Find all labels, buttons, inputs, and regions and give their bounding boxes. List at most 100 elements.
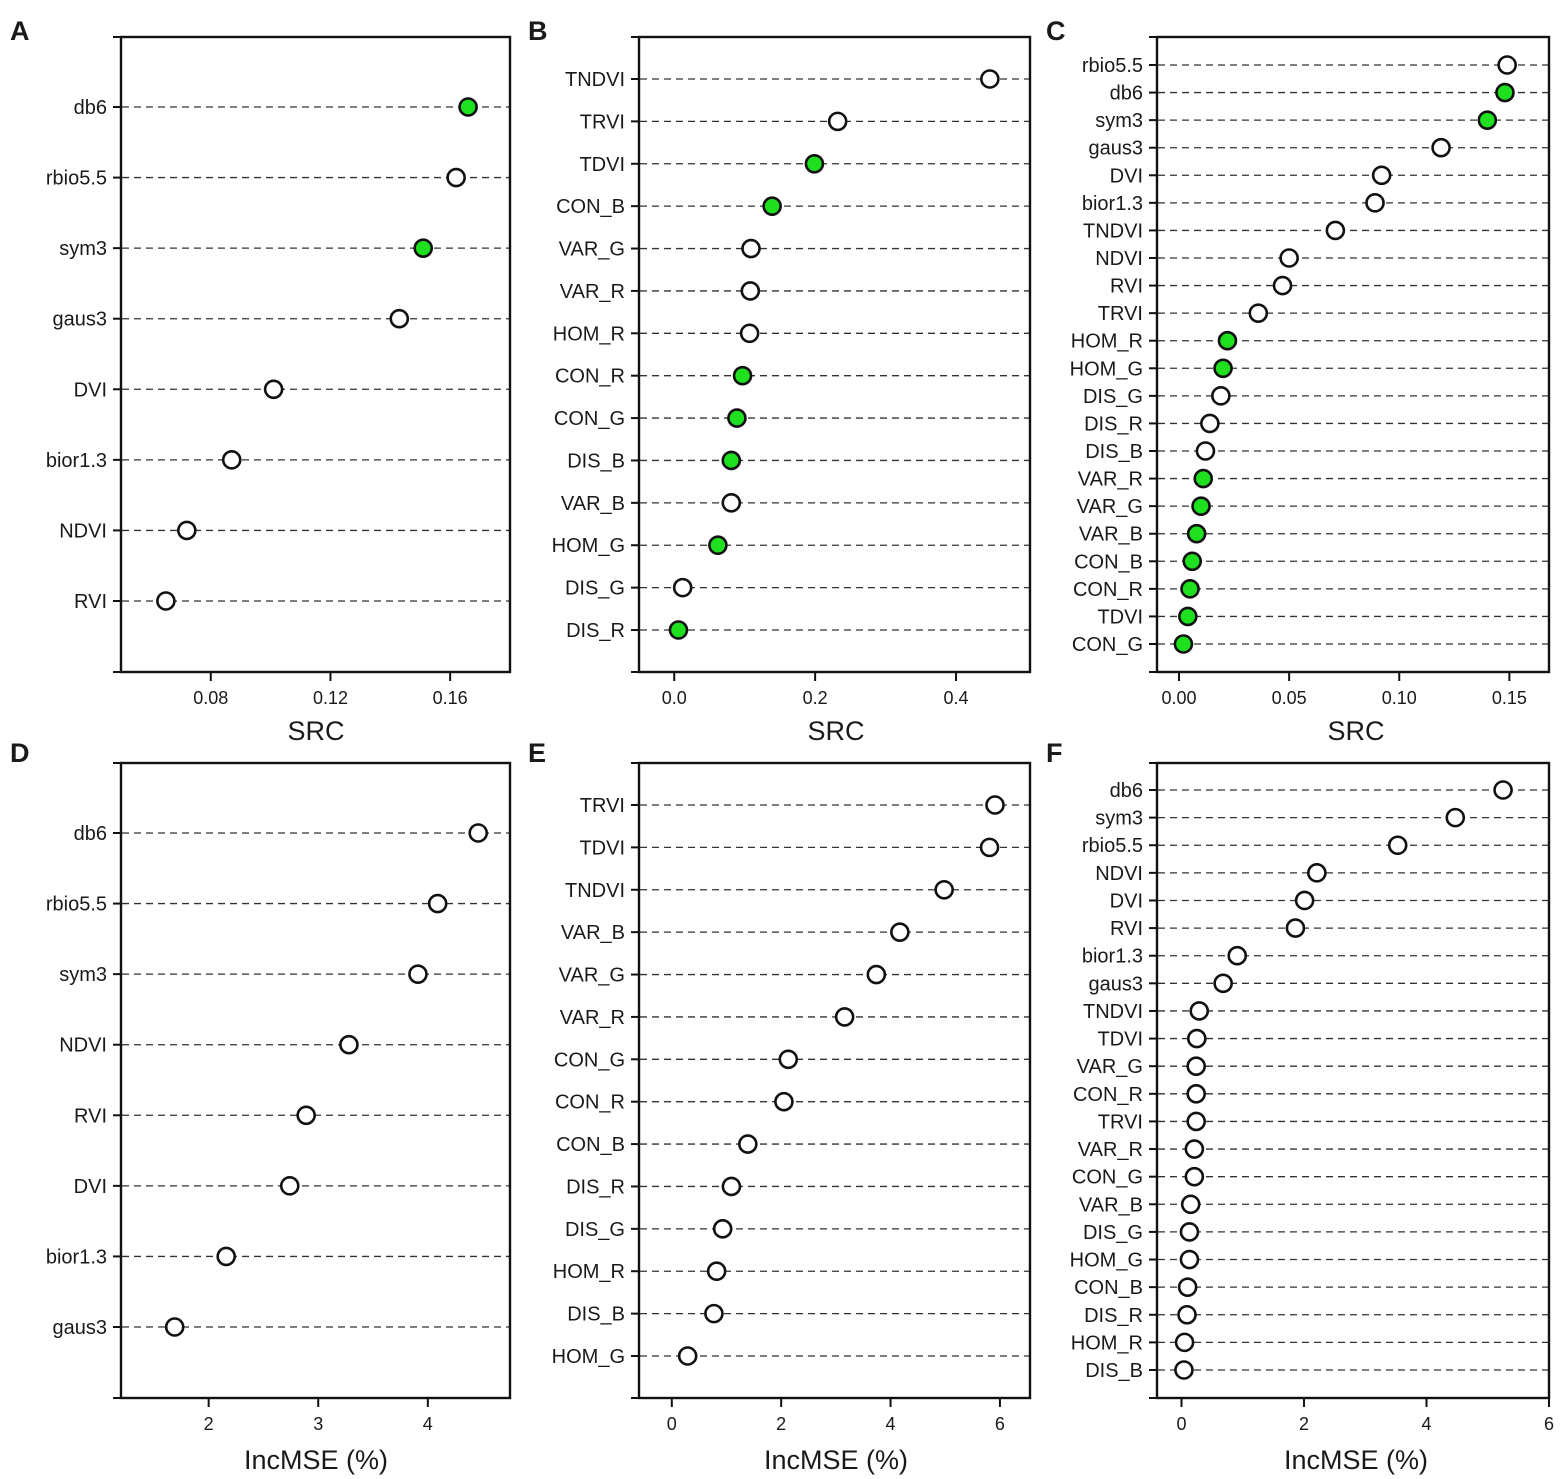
x-tick-label-e: 2 [776, 1414, 786, 1434]
category-label-a: sym3 [59, 238, 107, 260]
data-point-d [296, 1105, 316, 1126]
data-point-e [778, 1049, 799, 1070]
category-label-e: DIS_G [565, 1219, 625, 1241]
data-point-c [1195, 441, 1216, 461]
data-point-b [732, 365, 753, 386]
data-point-c [1272, 275, 1293, 296]
data-point-a [446, 167, 466, 188]
data-point-c [1186, 523, 1207, 544]
data-point-b [721, 450, 742, 471]
data-point-f [1307, 863, 1327, 883]
category-label-f: VAR_R [1078, 1139, 1143, 1161]
data-point-a [413, 238, 434, 258]
panel-letter-c: C [1046, 16, 1066, 46]
data-point-e [834, 1007, 855, 1027]
data-point-c [1371, 165, 1392, 186]
category-label-b: TDVI [579, 154, 625, 176]
data-point-f [1445, 807, 1466, 828]
category-label-f: gaus3 [1089, 973, 1144, 995]
category-label-c: CON_R [1073, 579, 1143, 601]
data-point-f [1227, 945, 1248, 966]
x-axis-title-e: IncMSE (%) [764, 1445, 908, 1475]
plot-frame-a [119, 35, 512, 674]
data-point-c [1365, 193, 1385, 213]
x-tick-label-c: 0.05 [1272, 688, 1307, 708]
data-point-b [741, 238, 761, 259]
category-label-f: DIS_R [1084, 1305, 1143, 1327]
plot-frame-e [637, 761, 1032, 1400]
category-label-c: VAR_R [1078, 469, 1143, 491]
data-point-b [980, 69, 1000, 89]
category-label-c: NDVI [1095, 248, 1143, 270]
category-label-c: TRVI [1098, 303, 1143, 325]
data-point-f [1387, 835, 1408, 856]
data-point-c [1213, 358, 1233, 379]
category-label-a: db6 [74, 97, 107, 119]
category-label-c: RVI [1110, 276, 1143, 298]
data-point-c [1325, 220, 1346, 241]
category-label-c: DVI [1110, 165, 1143, 187]
data-point-c [1180, 579, 1200, 599]
category-label-c: sym3 [1095, 110, 1143, 132]
data-point-e [712, 1219, 733, 1239]
category-label-e: TRVI [580, 795, 625, 817]
category-label-f: RVI [1110, 918, 1143, 940]
data-point-f [1187, 1028, 1207, 1049]
category-label-f: VAR_B [1079, 1194, 1143, 1216]
category-label-a: NDVI [59, 520, 107, 542]
data-point-b [804, 153, 825, 174]
category-label-b: TRVI [580, 111, 625, 133]
x-axis-title-a: SRC [287, 716, 344, 746]
category-label-f: DIS_B [1085, 1360, 1143, 1382]
data-point-e [704, 1303, 724, 1324]
category-label-f: sym3 [1095, 808, 1143, 830]
x-tick-label-a: 0.08 [193, 688, 228, 708]
category-label-f: DVI [1110, 890, 1143, 912]
category-label-e: TNDVI [565, 880, 625, 902]
data-point-f [1177, 1277, 1198, 1297]
data-point-a [156, 591, 176, 611]
data-point-c [1217, 330, 1238, 351]
data-point-e [738, 1134, 758, 1154]
data-point-c [1173, 634, 1194, 654]
x-tick-label-f: 2 [1299, 1414, 1309, 1434]
x-tick-label-e: 4 [886, 1414, 896, 1434]
category-label-c: HOM_G [1070, 358, 1143, 380]
category-label-f: CON_G [1072, 1167, 1143, 1189]
data-point-f [1186, 1056, 1206, 1076]
category-label-c: rbio5.5 [1082, 55, 1143, 77]
category-label-e: CON_B [556, 1134, 625, 1156]
category-label-c: VAR_B [1079, 524, 1143, 546]
data-point-a [177, 520, 197, 541]
category-label-d: db6 [74, 823, 107, 845]
data-point-e [721, 1176, 742, 1197]
category-label-f: NDVI [1095, 863, 1143, 885]
data-point-c [1191, 496, 1211, 516]
category-label-e: VAR_G [559, 965, 625, 987]
data-point-d [427, 893, 448, 914]
data-point-b [672, 577, 693, 598]
data-point-d [164, 1317, 185, 1337]
x-tick-label-b: 0.2 [803, 688, 828, 708]
data-point-f [1493, 780, 1513, 800]
category-label-e: DIS_R [566, 1176, 625, 1198]
category-label-e: TDVI [579, 837, 625, 859]
data-point-c [1193, 468, 1214, 489]
x-axis-title-c: SRC [1327, 716, 1384, 746]
data-point-c [1248, 303, 1269, 323]
x-tick-label-a: 0.16 [433, 688, 468, 708]
data-point-e [890, 922, 910, 942]
plot-frame-f [1155, 761, 1551, 1400]
data-point-c [1200, 413, 1220, 434]
data-point-d [408, 964, 428, 984]
x-axis-title-b: SRC [807, 716, 864, 746]
data-point-e [774, 1091, 794, 1112]
category-label-c: CON_B [1074, 551, 1143, 573]
data-point-e [706, 1261, 727, 1282]
category-label-f: CON_B [1074, 1277, 1143, 1299]
data-point-c [1178, 606, 1198, 627]
category-label-d: sym3 [59, 964, 107, 986]
category-label-b: TNDVI [565, 69, 625, 91]
category-label-d: bior1.3 [46, 1246, 107, 1268]
